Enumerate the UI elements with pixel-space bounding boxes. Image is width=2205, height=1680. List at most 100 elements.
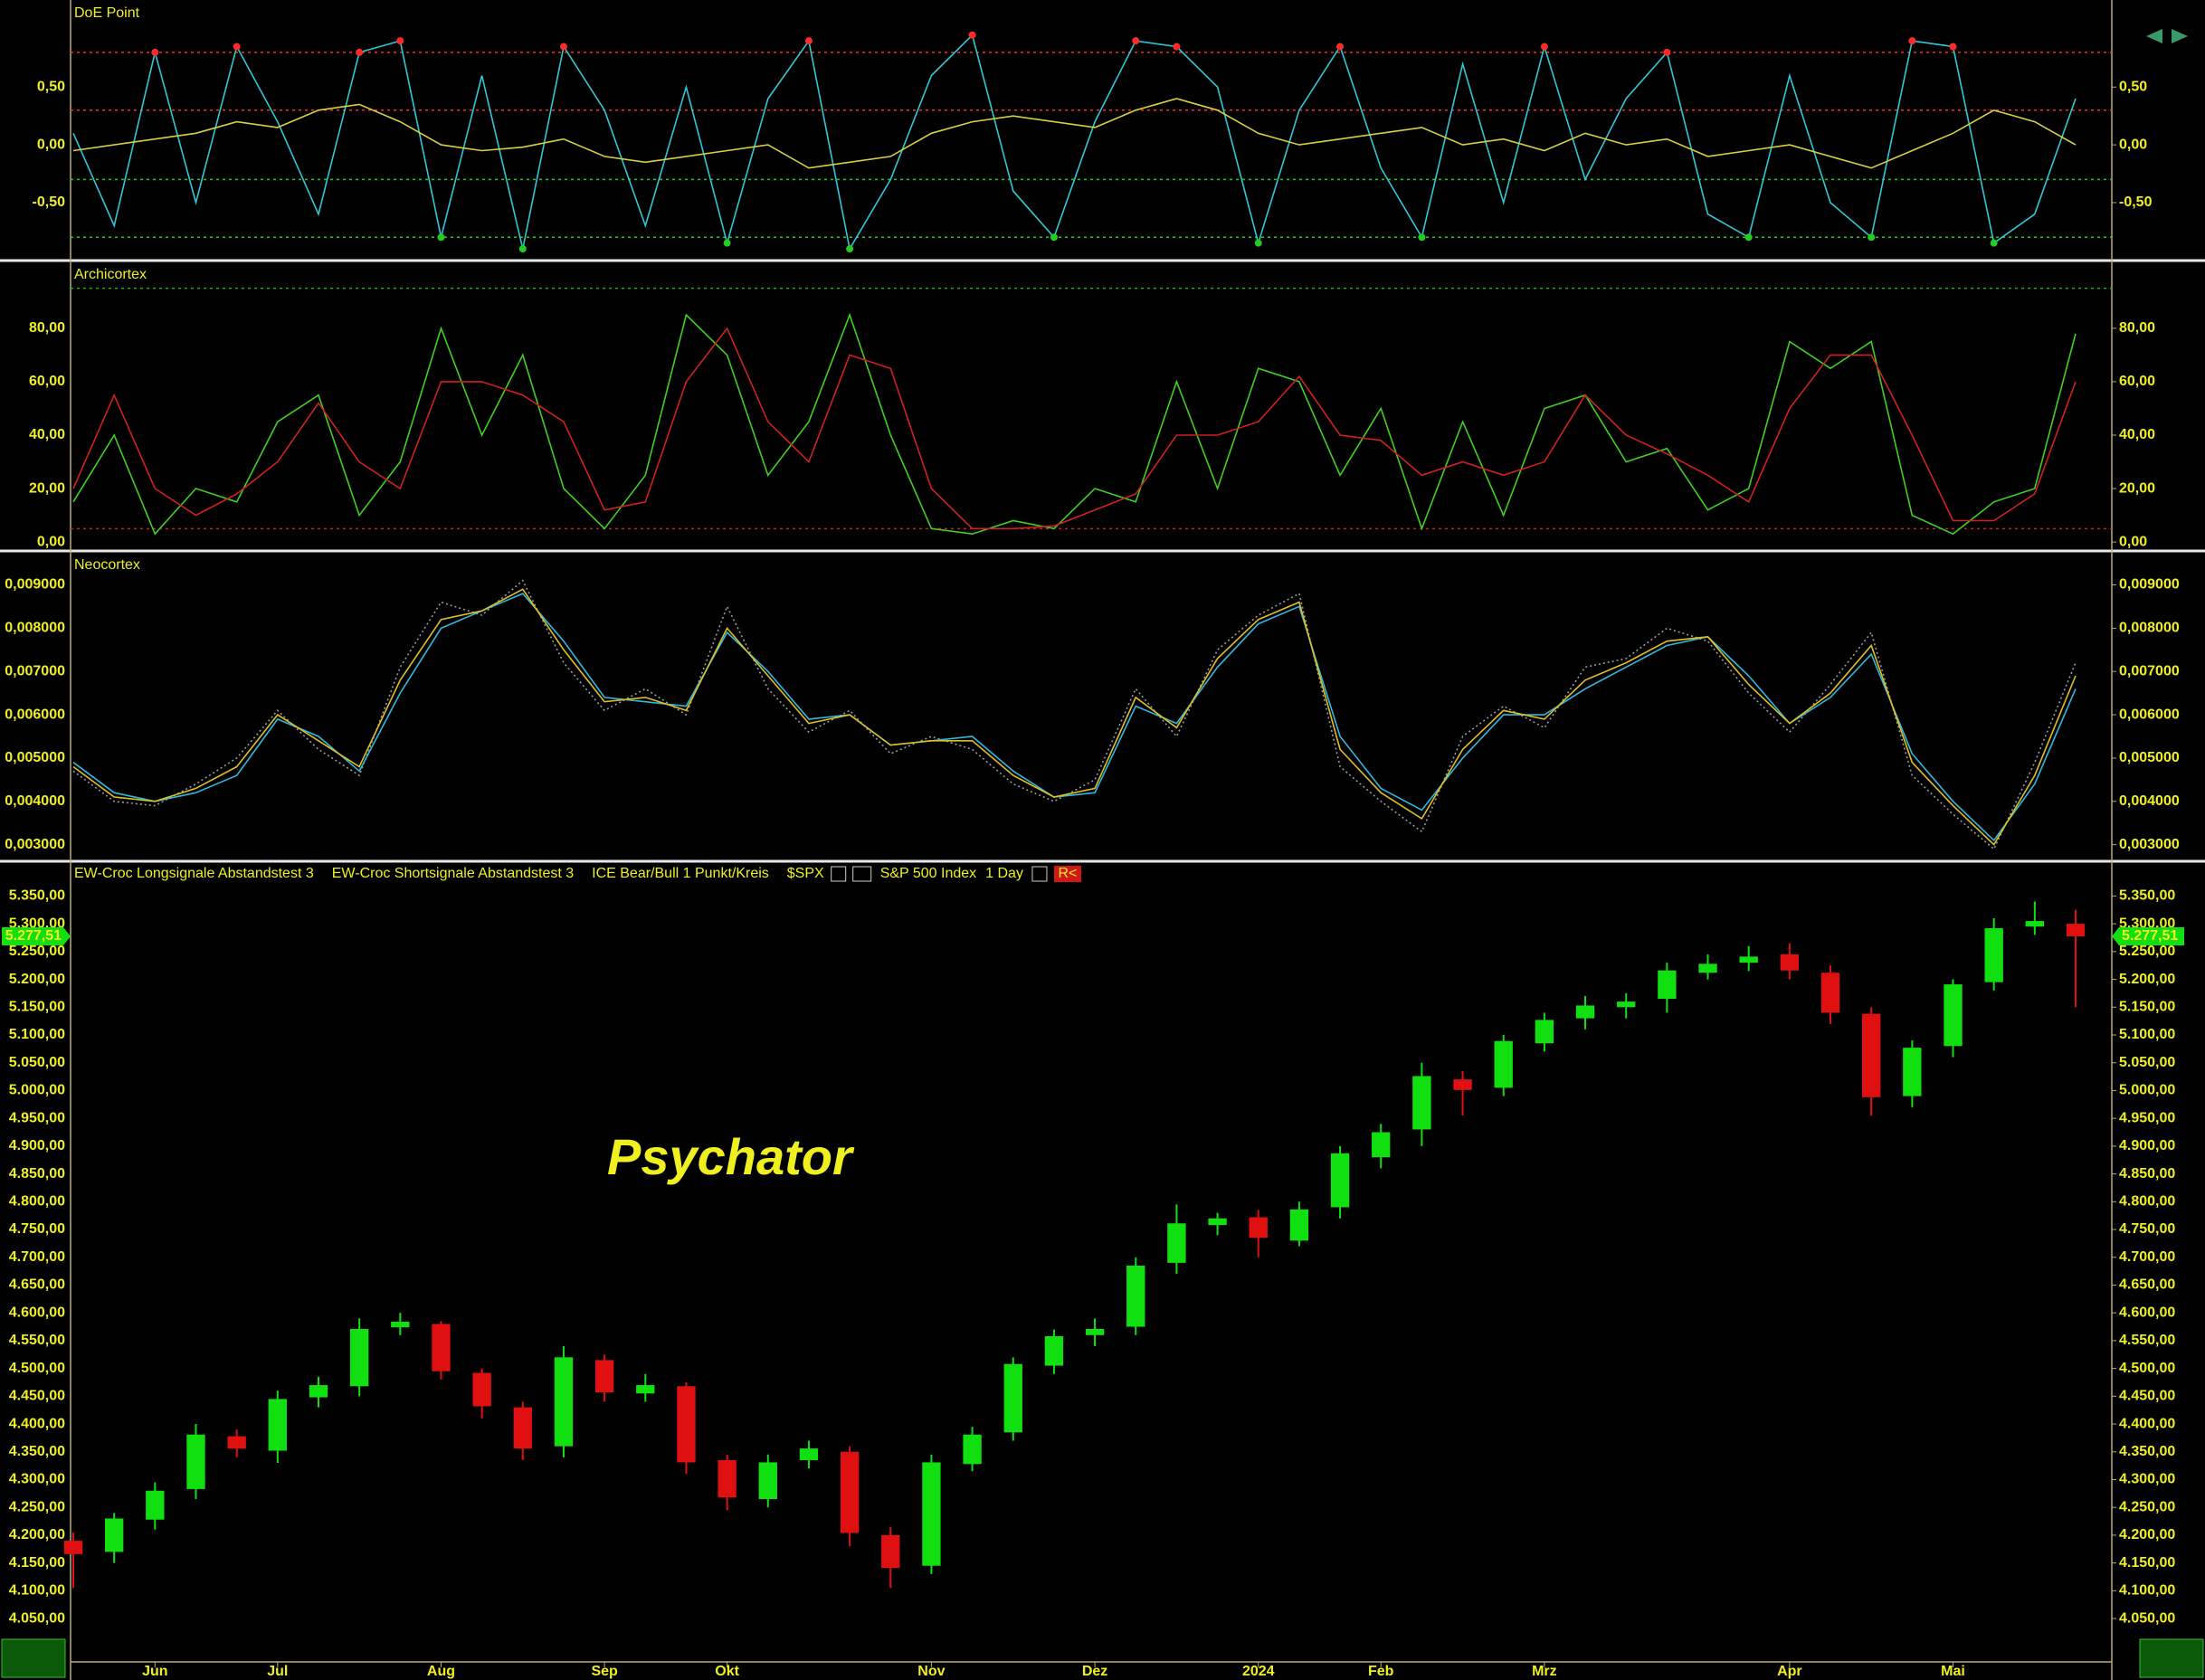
signal-dot <box>1254 239 1262 247</box>
candle-body <box>1739 956 1758 963</box>
y-tick-label-left: 4.150,00 <box>9 1555 65 1571</box>
y-tick-label-left: 4.400,00 <box>9 1416 65 1431</box>
y-tick-label-left: 80,00 <box>29 320 65 336</box>
candle-body <box>594 1360 614 1393</box>
y-tick-label-right: 4.550,00 <box>2119 1333 2175 1348</box>
candle-body <box>1820 973 1840 1013</box>
candle-body <box>1984 928 2003 982</box>
y-tick-label-left: 4.750,00 <box>9 1221 65 1237</box>
y-tick-label-left: 0,003000 <box>5 837 65 852</box>
status-block <box>2139 1638 2204 1678</box>
candle-body <box>1085 1328 1105 1335</box>
x-tick-label: Apr <box>1777 1664 1802 1679</box>
signal-dot <box>1336 43 1345 51</box>
candle-body <box>1167 1223 1186 1263</box>
y-tick-label-right: 4.800,00 <box>2119 1194 2175 1210</box>
candle-body <box>1617 1001 1636 1008</box>
signal-dot <box>1744 233 1753 242</box>
candle-body <box>227 1436 246 1449</box>
y-tick-label-left: 0,006000 <box>5 707 65 722</box>
candle-body <box>2066 924 2086 936</box>
y-tick-label-left: 60,00 <box>29 374 65 389</box>
candle-body <box>636 1385 655 1394</box>
signal-dot <box>559 43 567 51</box>
signal-dot <box>846 245 854 253</box>
candle-body <box>1494 1040 1513 1088</box>
candle-body <box>1249 1217 1268 1239</box>
y-tick-label-left: 4.700,00 <box>9 1249 65 1265</box>
y-tick-label-right: 0,50 <box>2119 79 2147 94</box>
y-tick-label-left: 40,00 <box>29 427 65 442</box>
signal-dot <box>804 37 813 45</box>
y-tick-label-right: 4.150,00 <box>2119 1555 2175 1571</box>
candle-body <box>349 1328 369 1387</box>
symbol-dropdown[interactable] <box>831 866 847 882</box>
signal-dot <box>1540 43 1548 51</box>
last-price-tag <box>2 926 71 945</box>
y-tick-label-right: 4.650,00 <box>2119 1277 2175 1293</box>
series-line <box>72 327 2077 530</box>
candle-body <box>718 1459 737 1498</box>
y-tick-label-left: 5.000,00 <box>9 1083 65 1098</box>
toolbar-icon[interactable] <box>2146 29 2188 43</box>
y-tick-label-left: 0,009000 <box>5 577 65 593</box>
x-tick-label: Okt <box>715 1664 739 1679</box>
y-tick-label-right: 4.750,00 <box>2119 1221 2175 1237</box>
candle-body <box>1453 1079 1472 1090</box>
y-tick-label-left: 5.050,00 <box>9 1055 65 1070</box>
y-tick-label-right: 5.150,00 <box>2119 999 2175 1014</box>
y-tick-label-left: 20,00 <box>29 480 65 496</box>
y-tick-label-right: 5.350,00 <box>2119 888 2175 904</box>
x-tick-label: 2024 <box>1242 1664 1275 1679</box>
y-tick-label-left: 4.450,00 <box>9 1389 65 1404</box>
y-tick-label-right: 0,008000 <box>2119 621 2180 636</box>
y-tick-label-left: 4.650,00 <box>9 1277 65 1293</box>
y-tick-label-right: 80,00 <box>2119 320 2155 336</box>
candle-body <box>1658 970 1677 1000</box>
x-tick-label: Mai <box>1941 1664 1965 1679</box>
y-tick-label-right: 4.050,00 <box>2119 1610 2175 1626</box>
y-tick-label-left: 4.050,00 <box>9 1610 65 1626</box>
interval-label: 1 Day <box>985 866 1023 881</box>
y-tick-label-left: 5.150,00 <box>9 999 65 1014</box>
candle-body <box>799 1448 819 1460</box>
y-tick-label-left: 4.200,00 <box>9 1527 65 1542</box>
candle-body <box>1208 1218 1227 1226</box>
candle-body <box>1289 1209 1309 1241</box>
y-tick-label-left: 0,005000 <box>5 750 65 765</box>
y-tick-label-right: 0,009000 <box>2119 577 2180 593</box>
draw-mode-dropdown[interactable] <box>852 866 872 882</box>
candle-body <box>268 1399 287 1451</box>
last-price-label: 5.277,51 <box>5 928 62 944</box>
signal-dot <box>356 48 364 56</box>
badge-box[interactable] <box>1053 866 1081 882</box>
series-line <box>72 579 2077 850</box>
interval-dropdown[interactable] <box>1031 866 1048 882</box>
indicator-label: EW-Croc Longsignale Abstandstest 3 <box>74 866 314 881</box>
y-tick-label-right: 4.900,00 <box>2119 1138 2175 1153</box>
candle-body <box>554 1357 574 1447</box>
candle-body <box>1944 984 1963 1047</box>
signal-dot <box>1908 37 1916 45</box>
y-tick-label-left: 4.100,00 <box>9 1583 65 1599</box>
y-tick-label-right: 0,007000 <box>2119 663 2180 679</box>
candle-body <box>1698 963 1717 973</box>
y-tick-label-right: 4.100,00 <box>2119 1583 2175 1599</box>
candle-body <box>922 1462 941 1566</box>
candle-body <box>63 1541 83 1554</box>
y-tick-label-right: 0,004000 <box>2119 793 2180 809</box>
y-tick-label-right: 4.500,00 <box>2119 1361 2175 1376</box>
y-tick-label-left: 4.350,00 <box>9 1444 65 1459</box>
panel-title: Archicortex <box>74 267 147 282</box>
y-tick-label-right: 4.600,00 <box>2119 1305 2175 1320</box>
y-tick-label-right: 5.050,00 <box>2119 1055 2175 1070</box>
signal-dot <box>151 48 159 56</box>
y-tick-label-left: 0,50 <box>37 79 65 94</box>
candle-body <box>391 1322 410 1328</box>
y-tick-label-left: 0,00 <box>37 137 65 152</box>
y-tick-label-left: 0,00 <box>37 534 65 549</box>
candle-body <box>758 1462 777 1499</box>
signal-dot <box>396 37 404 45</box>
